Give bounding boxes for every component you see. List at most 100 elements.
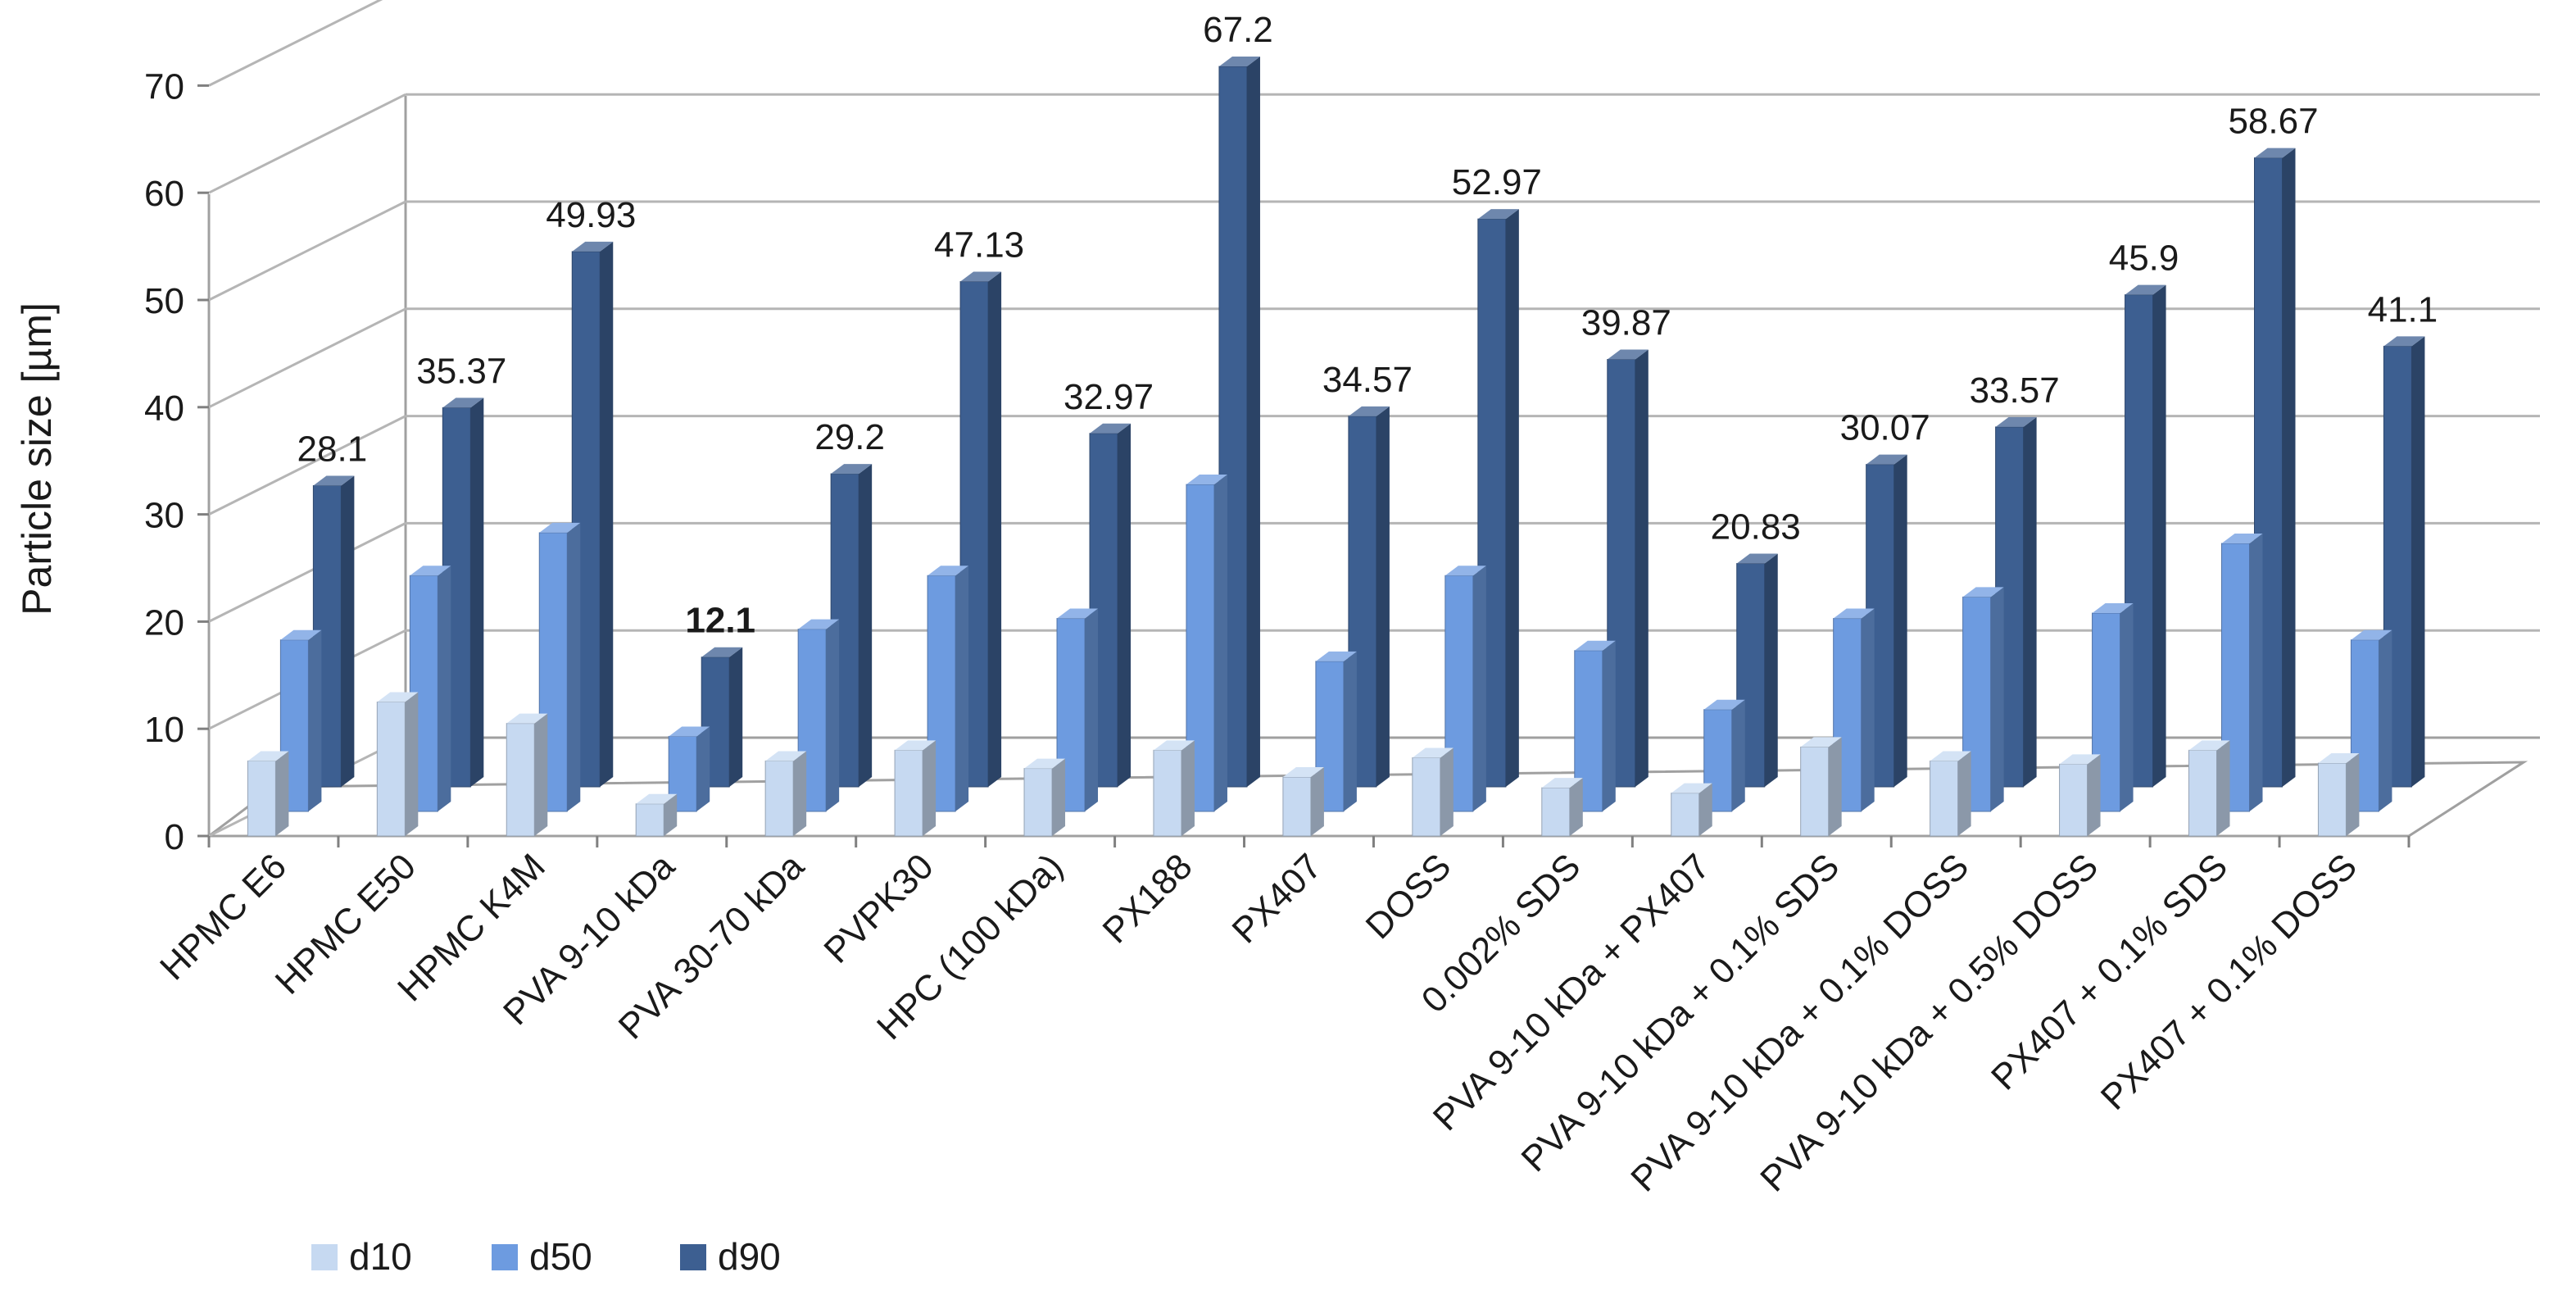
data-label: 32.97 (1064, 377, 1154, 417)
bar-top-face (1574, 640, 1616, 651)
y-axis-ticks: 0 10 20 30 40 50 60 70 (144, 66, 209, 857)
bar-top-face (798, 619, 840, 629)
bar-d50 (1962, 587, 2004, 812)
bar-top-face (1057, 608, 1099, 619)
bar-top-face (1348, 406, 1390, 416)
bar-top-face (2125, 284, 2166, 295)
data-label: 28.1 (297, 429, 368, 469)
data-label: 58.67 (2228, 102, 2318, 142)
bar-side-face (2216, 740, 2230, 836)
bar-side-face (1602, 640, 1616, 811)
bar-front-face (1930, 760, 1959, 837)
bar-top-face (960, 271, 1002, 282)
bar-side-face (405, 692, 419, 836)
bar-top-face (1444, 566, 1486, 576)
bar-d50 (1574, 640, 1616, 812)
data-label: 41.1 (2368, 289, 2438, 329)
bar-top-face (1703, 699, 1745, 710)
bar-top-face (1671, 783, 1712, 793)
bar-side-face (1213, 475, 1227, 811)
bar-side-face (470, 398, 484, 787)
bar-side-face (308, 629, 322, 811)
bar-d50 (668, 726, 710, 812)
bar-top-face (1736, 553, 1778, 564)
bar-top-face (1800, 737, 1842, 747)
bar-side-face (2023, 416, 2037, 787)
legend-swatch (680, 1244, 706, 1270)
bar-top-face (927, 566, 969, 576)
category-label: PVPK30 (816, 846, 941, 970)
legend-swatch (492, 1244, 518, 1270)
bar-front-face (1541, 787, 1571, 837)
bar-top-face (1541, 778, 1583, 788)
y-tick-label: 50 (144, 281, 184, 321)
bar-top-face (895, 740, 937, 751)
bar-d10 (376, 692, 419, 837)
bar-d10 (1671, 783, 1712, 837)
bar-front-face (764, 760, 794, 837)
bar-d10 (635, 793, 678, 837)
category-label: PX407 (1225, 846, 1330, 951)
bar-d10 (1412, 747, 1454, 837)
bar-side-face (696, 726, 710, 811)
bar-front-face (1153, 749, 1182, 837)
bar-side-face (1505, 209, 1519, 787)
y-tick-label: 60 (144, 174, 184, 214)
y-tick-label: 40 (144, 388, 184, 429)
y-axis-title: Particle size [µm] (14, 302, 60, 616)
bar-d10 (247, 751, 289, 837)
bar-d50 (1186, 475, 1227, 812)
gridline-side (208, 93, 406, 194)
data-label: 33.57 (1970, 370, 2060, 411)
bar-front-face (894, 749, 923, 837)
bar-top-face (1153, 740, 1195, 751)
bar-top-face (1477, 209, 1519, 220)
bar-top-face (1930, 751, 1971, 761)
bar-front-face (2059, 763, 2088, 837)
bar-front-face (635, 803, 664, 837)
y-tick-label: 70 (144, 66, 184, 107)
bar-d10 (2317, 753, 2360, 837)
bar-side-face (600, 241, 614, 787)
bar-side-face (664, 793, 678, 836)
bar-d90: 58.67 (2228, 102, 2319, 788)
bar-side-face (1118, 423, 1132, 787)
bar-d10 (1023, 758, 1066, 837)
bar-top-face (1186, 475, 1227, 485)
category-label: PX188 (1095, 846, 1200, 951)
bar-d10 (1282, 767, 1324, 837)
bar-top-face (1833, 608, 1875, 619)
bar-side-face (1990, 587, 2004, 811)
bar-side-face (438, 566, 451, 811)
bar-top-face (1412, 747, 1454, 758)
data-label: 47.13 (934, 225, 1024, 266)
bar-side-face (1569, 778, 1583, 836)
bar-top-face (247, 751, 289, 761)
bar-side-face (1861, 608, 1875, 811)
data-label: 30.07 (1840, 408, 1930, 448)
bar-side-face (1052, 758, 1066, 836)
bar-d10 (2188, 740, 2230, 837)
bar-side-face (2249, 534, 2263, 811)
data-label: 12.1 (685, 601, 755, 641)
category-label: DOSS (1358, 846, 1459, 947)
bar-d10 (506, 713, 548, 837)
bar-top-face (2188, 740, 2230, 751)
bar-side-face (955, 566, 969, 811)
bar-side-face (567, 522, 581, 811)
bar-front-face (247, 760, 276, 837)
bar-side-face (1310, 767, 1324, 836)
bar-d10 (764, 751, 807, 837)
data-label: 34.57 (1322, 360, 1413, 400)
bar-front-face (376, 702, 406, 837)
bar-d10 (2059, 754, 2101, 837)
bar-top-face (2318, 753, 2360, 764)
data-label: 29.2 (814, 417, 885, 457)
bar-side-face (1181, 740, 1195, 836)
bar-top-face (1607, 349, 1649, 360)
bar-top-face (636, 793, 678, 804)
bar-d10 (1800, 737, 1842, 837)
bar-top-face (2351, 629, 2392, 640)
